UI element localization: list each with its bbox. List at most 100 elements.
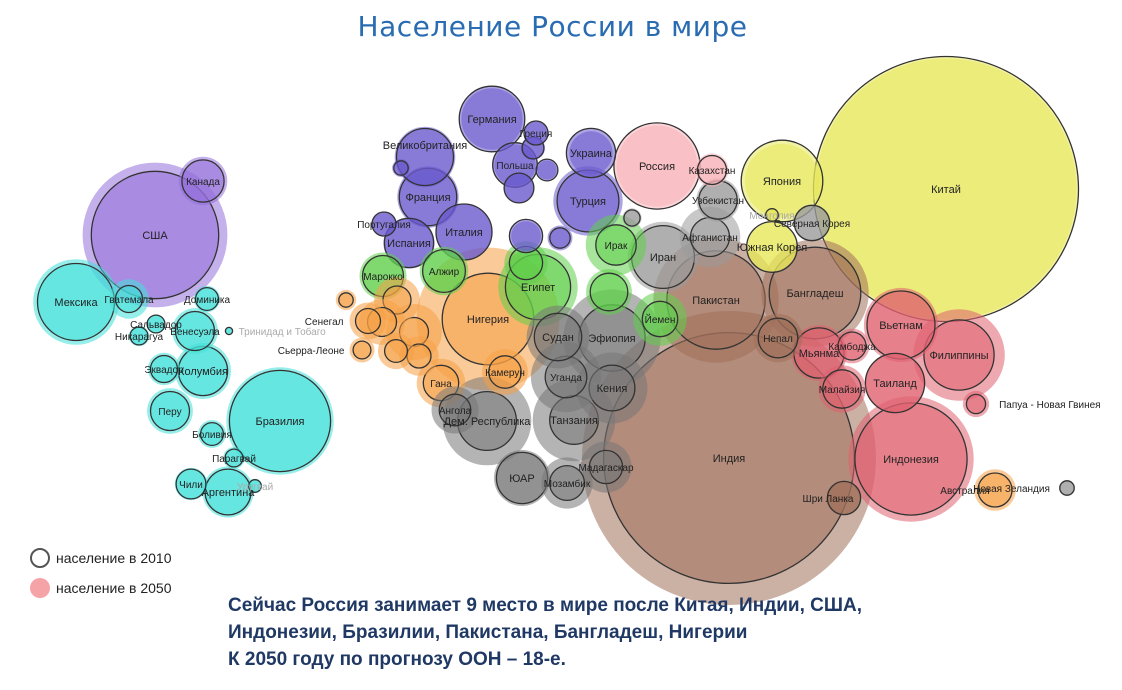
label-эфиопия: Эфиопия [588, 333, 635, 345]
bubble-2010-бразилия [228, 369, 332, 473]
label-афганистан: Афганистан [682, 232, 738, 244]
bubble-израиль [547, 225, 573, 251]
bubble-2010-мозамбик [548, 464, 586, 502]
label-никарагуа: Никарагуа [115, 332, 164, 343]
bubble-2010-саудовская-аравия [589, 272, 629, 312]
bubble-южная-корея [746, 221, 798, 273]
label-венесуэла: Венесуэла [170, 327, 220, 338]
label-юар: ЮАР [509, 473, 534, 485]
label-папуа-новая-гвинея: Папуа - Новая Гвинея [999, 400, 1101, 411]
bubble-2010-парагвай [224, 448, 244, 468]
label-китай: Китай [931, 184, 961, 196]
bubble-2010-греция [523, 120, 549, 146]
bubble-камерун [482, 349, 528, 395]
bubble-2010-йемен [641, 300, 679, 338]
bubble-2010-перу [149, 390, 191, 432]
bubble-2010-непал [757, 317, 799, 359]
bubble-2010-румыния [508, 218, 544, 254]
label-пакистан: Пакистан [692, 295, 740, 307]
bubble-малайзия [818, 365, 866, 413]
bubble-индия [582, 311, 876, 605]
bubble-2010-сьерра-леоне [352, 340, 372, 360]
bubble-ирак [585, 214, 647, 276]
label-италия: Италия [445, 227, 483, 239]
caption: Сейчас Россия занимает 9 место в мире по… [228, 592, 1088, 673]
bubble-индонезия [848, 396, 974, 522]
bubble-юар [494, 450, 550, 506]
label-мозамбик: Мозамбик [544, 478, 591, 490]
bubble-сьерра-леоне [349, 337, 375, 363]
label-вьетнам: Вьетнам [879, 320, 923, 332]
bubble-саудовская-аравия [586, 269, 632, 315]
bubble-доминика [193, 285, 221, 313]
bubble-2010-тринидад-и-тобаго [224, 326, 234, 336]
label-судан: Судан [542, 332, 574, 344]
label-перу: Перу [158, 407, 181, 418]
bubble-2010-монголия [765, 208, 779, 222]
label-мадагаскар: Мадагаскар [578, 463, 634, 474]
label-аргентина: Аргентина [202, 487, 256, 499]
bubble-италия [435, 203, 493, 261]
legend-item-2010: население в 2010 [30, 546, 172, 570]
label-австралия: Австралия [940, 486, 989, 497]
label-новая-зеландия: Новая Зеландия [973, 484, 1050, 495]
bubbles-layer [33, 55, 1080, 605]
label-северная-корея: Северная Корея [774, 219, 850, 230]
bubble-2010-малайзия [822, 369, 862, 409]
label-испания: Испания [387, 238, 431, 250]
bubble-2010-израиль [549, 227, 571, 249]
label-камерун: Камерун [485, 368, 525, 379]
bubble-мозамбик [541, 457, 593, 509]
legend-swatch-2050 [30, 578, 50, 598]
label-сальвадор: Сальвадор [130, 320, 182, 331]
bubble-2010-доминика [194, 286, 220, 312]
bubble-2010-боливия [199, 421, 225, 447]
label-танзания: Танзания [550, 415, 598, 427]
label-польша: Польша [496, 161, 534, 172]
bubble-россия [613, 122, 701, 210]
label-ирак: Ирак [605, 241, 628, 252]
bubble-2010-нидерланды [503, 172, 535, 204]
label-великобритания: Великобритания [383, 140, 468, 152]
label-колумбия: Колумбия [178, 366, 228, 378]
label-непал: Непал [763, 334, 793, 345]
label-россия: Россия [639, 161, 675, 173]
bubble-чили [174, 467, 208, 501]
label-германия: Германия [467, 114, 516, 126]
bubble-алжир [419, 246, 469, 296]
bubble-перу [147, 388, 193, 434]
bubble-2010-папуа-новая-гвинея [965, 393, 987, 415]
label-гана: Гана [430, 379, 452, 390]
bubble-2010-ирландия [393, 160, 409, 176]
bubble-2010-сенегал [354, 307, 382, 335]
bubble-новая-зеландия [1058, 479, 1076, 497]
label-иран: Иран [650, 252, 676, 264]
label-сша: США [142, 230, 168, 242]
label-греция: Греция [520, 129, 553, 140]
label-йемен: Йемен [645, 313, 676, 326]
bubble-португалия [371, 211, 397, 237]
label-гватемала: Гватемала [104, 295, 154, 306]
bubble-боливия [198, 420, 226, 448]
bubble-уругвай [247, 478, 263, 494]
caption-line-1: Сейчас Россия занимает 9 место в мире по… [228, 595, 862, 616]
label-турция: Турция [570, 196, 606, 208]
label-алжир: Алжир [429, 267, 460, 278]
bubble-беларусь [535, 158, 559, 182]
bubble-греция [523, 120, 549, 146]
label-эквадор: Эквадор [144, 365, 184, 376]
bubble-2010-украина [565, 127, 617, 179]
label-доминика: Доминика [184, 295, 231, 306]
bubble-ангола [431, 386, 479, 434]
legend-label-2050: население в 2050 [56, 580, 172, 596]
label-бразилия: Бразилия [255, 416, 304, 428]
label-португалия: Португалия [357, 220, 411, 231]
bubble-2010-казахстан [696, 154, 728, 186]
label-кения: Кения [597, 383, 628, 395]
bubble-2010-эквадор [149, 354, 179, 384]
label-дем-республика: Дем. Республика [444, 416, 532, 428]
bubble-2010-камерун [488, 355, 522, 389]
label-монголия: Монголия [749, 211, 794, 222]
bubble-мадагаскар [580, 441, 632, 493]
